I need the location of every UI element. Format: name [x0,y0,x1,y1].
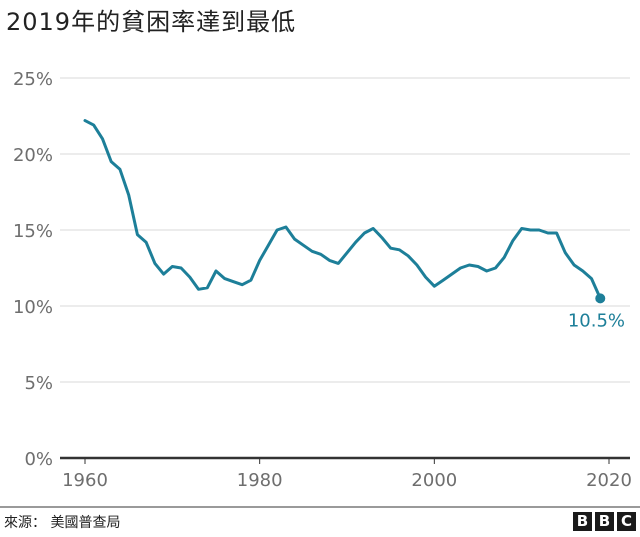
bbc-logo-letter-b2: B [595,512,614,531]
y-tick-label: 15% [13,221,53,242]
y-tick-label: 0% [24,449,53,470]
bbc-logo: B B C [573,512,636,531]
footer-divider [0,506,640,508]
chart-title: 2019年的貧困率達到最低 [6,8,297,36]
y-tick-label: 20% [13,145,53,166]
end-point-marker [595,293,606,304]
line-chart: 0% 5% 10% 15% 20% 25% 1960 1980 2000 2020 10.5% [13,69,632,491]
end-value-label: 10.5% [568,310,625,331]
x-tick-label: 2000 [411,470,457,491]
y-axis-ticks: 0% 5% 10% 15% 20% 25% [13,69,53,470]
y-tick-label: 25% [13,69,53,90]
x-tick-label: 2020 [586,470,632,491]
gridlines [60,77,630,383]
bbc-logo-letter-c: C [617,512,636,531]
x-tick-label: 1980 [237,470,283,491]
x-axis: 1960 1980 2000 2020 [60,456,632,491]
bbc-logo-letter-b1: B [573,512,592,531]
poverty-rate-line [83,119,602,300]
y-tick-label: 5% [24,373,53,394]
source-text: 來源： 美國普查局 [4,515,121,531]
x-tick-label: 1960 [62,470,108,491]
y-tick-label: 10% [13,297,53,318]
